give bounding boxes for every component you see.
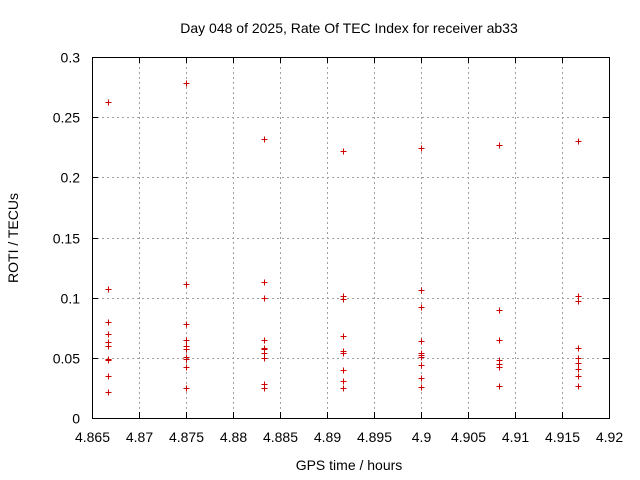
- x-tick-label: 4.91: [502, 429, 529, 445]
- data-point: [183, 356, 190, 363]
- data-point: [105, 99, 112, 106]
- data-point: [105, 319, 112, 326]
- data-point: [105, 389, 112, 396]
- y-tick-label: 0.1: [61, 291, 81, 307]
- y-tick-label: 0.15: [53, 231, 80, 247]
- axis-ticks: [92, 57, 610, 419]
- data-point: [418, 354, 425, 361]
- data-point: [340, 296, 347, 303]
- data-point: [418, 362, 425, 369]
- y-tick-label: 0.3: [61, 50, 81, 66]
- data-point: [340, 378, 347, 385]
- y-tick-label: 0.2: [61, 170, 81, 186]
- data-point: [183, 364, 190, 371]
- data-point: [575, 366, 582, 373]
- data-point: [575, 138, 582, 145]
- y-tick-label: 0: [72, 411, 80, 427]
- data-point: [418, 145, 425, 152]
- data-point: [575, 383, 582, 390]
- data-point: [105, 357, 112, 364]
- data-point: [418, 338, 425, 345]
- data-point: [496, 142, 503, 149]
- data-point: [340, 385, 347, 392]
- x-tick-label: 4.895: [357, 429, 392, 445]
- x-tick-label: 4.92: [596, 429, 623, 445]
- data-point: [261, 385, 268, 392]
- x-tick-label: 4.87: [126, 429, 153, 445]
- x-tick-label: 4.88: [220, 429, 247, 445]
- data-point: [105, 343, 112, 350]
- data-point: [183, 281, 190, 288]
- x-tick-label: 4.89: [314, 429, 341, 445]
- data-point: [496, 364, 503, 371]
- data-point: [575, 360, 582, 367]
- data-point: [261, 136, 268, 143]
- data-point: [183, 346, 190, 353]
- data-point: [340, 367, 347, 374]
- data-point: [183, 321, 190, 328]
- data-point: [496, 337, 503, 344]
- x-tick-label: 4.885: [263, 429, 298, 445]
- data-point: [575, 373, 582, 380]
- data-point: [105, 286, 112, 293]
- data-point: [418, 375, 425, 382]
- x-axis-label: GPS time / hours: [296, 457, 403, 473]
- x-tick-label: 4.875: [169, 429, 204, 445]
- y-axis-label: ROTI / TECUs: [5, 193, 21, 283]
- data-point: [418, 287, 425, 294]
- chart-title: Day 048 of 2025, Rate Of TEC Index for r…: [180, 20, 518, 36]
- data-point: [418, 304, 425, 311]
- data-point: [183, 80, 190, 87]
- x-tick-label: 4.865: [75, 429, 110, 445]
- data-point: [340, 148, 347, 155]
- y-tick-label: 0.25: [53, 110, 80, 126]
- y-tick-label: 0.05: [53, 351, 80, 367]
- data-point: [496, 383, 503, 390]
- data-point: [105, 331, 112, 338]
- data-point: [261, 355, 268, 362]
- data-point: [105, 373, 112, 380]
- data-points: [105, 80, 582, 396]
- data-point: [575, 298, 582, 305]
- data-point: [418, 384, 425, 391]
- data-point: [261, 295, 268, 302]
- y-tick-labels: 0 0.05 0.1 0.15 0.2 0.25 0.3: [53, 50, 80, 427]
- plot-frame: [92, 57, 610, 419]
- data-point: [340, 350, 347, 357]
- data-point: [261, 279, 268, 286]
- data-point: [496, 307, 503, 314]
- x-tick-labels: 4.865 4.87 4.875 4.88 4.885 4.89 4.895 4.9 4.905…: [75, 429, 623, 445]
- data-point: [575, 345, 582, 352]
- data-point: [183, 337, 190, 344]
- x-tick-label: 4.9: [412, 429, 432, 445]
- data-point: [340, 333, 347, 340]
- data-point: [183, 385, 190, 392]
- x-tick-label: 4.915: [545, 429, 580, 445]
- grid-lines: [92, 57, 609, 418]
- x-tick-label: 4.905: [451, 429, 486, 445]
- data-point: [261, 337, 268, 344]
